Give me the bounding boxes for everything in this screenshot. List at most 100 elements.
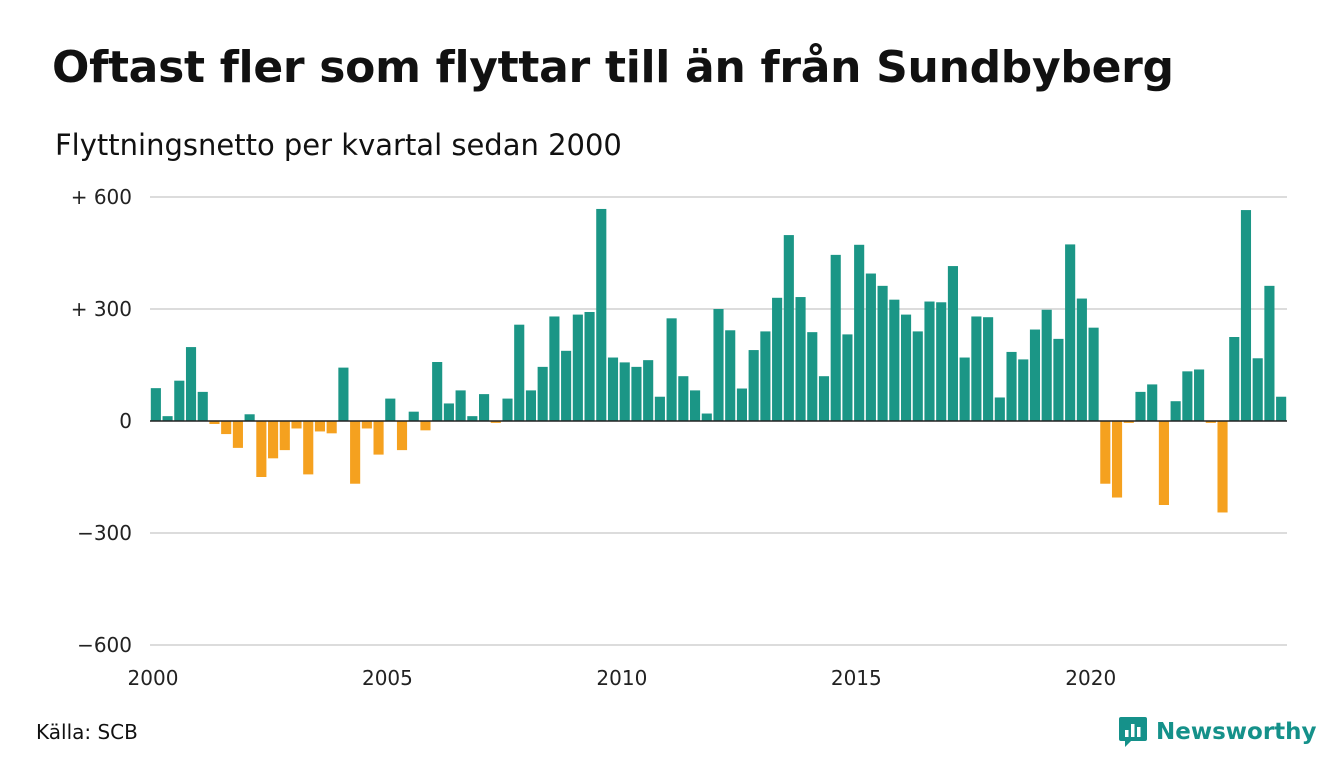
bar [1041,309,1052,421]
bar [936,302,947,421]
bar [479,394,490,421]
bar [373,421,384,455]
bar [1276,396,1287,421]
bar [1123,421,1134,423]
bar [1264,285,1275,421]
x-tick-label: 2000 [128,666,179,690]
y-axis-ticks: + 600 + 300 0 −300 −600 [71,185,132,657]
bar [959,357,970,421]
x-axis-ticks: 2000 2005 2010 2015 2020 [128,666,1117,690]
bar [1194,369,1205,421]
bar [514,324,525,421]
bar [713,309,724,421]
bar [537,366,548,421]
bar [1006,351,1017,421]
bar [525,390,537,421]
bar [842,334,853,421]
bar [643,360,654,421]
bar [619,362,630,421]
bar [432,362,443,421]
bar [291,421,302,429]
bar [420,421,431,431]
bar [889,299,900,421]
bar [818,376,830,421]
bar [467,416,478,421]
bar [748,350,759,421]
bar [385,398,396,421]
bar [865,273,876,421]
bar [772,297,783,421]
bar [350,421,361,484]
y-tick-label: + 600 [71,185,132,209]
bar [1076,298,1087,421]
bar [1018,359,1029,421]
brand-name: Newsworthy [1156,719,1317,745]
bar [1252,358,1263,421]
bar [877,285,888,421]
bar [1111,421,1123,498]
bar [1029,329,1041,421]
bar [1053,338,1064,421]
bar [1135,391,1146,421]
bar [795,297,806,421]
bar [1065,244,1076,421]
bar [197,391,208,421]
bar [1088,327,1099,421]
bar [326,421,337,434]
bar [690,390,701,421]
grid-lines [150,196,1287,646]
x-tick-label: 2005 [362,666,413,690]
bar-chart-bubble-icon [1119,717,1147,747]
bar [924,301,935,421]
bar [209,421,220,424]
bar [256,421,267,477]
bar [971,316,982,421]
bar [549,316,560,421]
bar [631,366,642,421]
bar [443,403,454,421]
bar [1229,337,1240,421]
bar [1147,384,1158,421]
bar [1205,421,1216,423]
bar [994,397,1005,421]
bar [725,330,736,421]
bar [736,388,747,421]
bar [185,347,197,421]
bar [701,413,712,421]
bar [900,314,912,421]
bar [678,376,689,421]
y-tick-label: −300 [77,521,132,545]
bar [502,398,513,421]
bar [760,331,771,421]
bar [1217,421,1228,513]
bar [314,421,326,432]
bar [854,244,865,421]
bar [912,331,923,421]
bar [607,357,619,421]
source-label: Källa: SCB [36,720,138,744]
bar [596,208,607,421]
bar [1182,371,1193,421]
bar [666,318,677,421]
bar [150,388,161,421]
bar [561,350,572,421]
bar [783,235,794,421]
x-tick-label: 2015 [831,666,882,690]
bar [1240,210,1252,421]
bar-chart: + 600 + 300 0 −300 −600 2000 2005 2010 2015 2020 [71,185,1287,690]
bar [174,380,185,421]
chart-subtitle: Flyttningsnetto per kvartal sedan 2000 [55,128,622,162]
bar [408,411,419,421]
bar [303,421,314,475]
bar [455,390,466,421]
bar [947,266,958,421]
bar [361,421,372,429]
bar [221,421,232,435]
y-tick-label: −600 [77,633,132,657]
bar [338,367,349,421]
bar [830,254,841,421]
bar [279,421,290,451]
bar [807,332,818,421]
bar [983,317,994,421]
x-tick-label: 2020 [1065,666,1116,690]
